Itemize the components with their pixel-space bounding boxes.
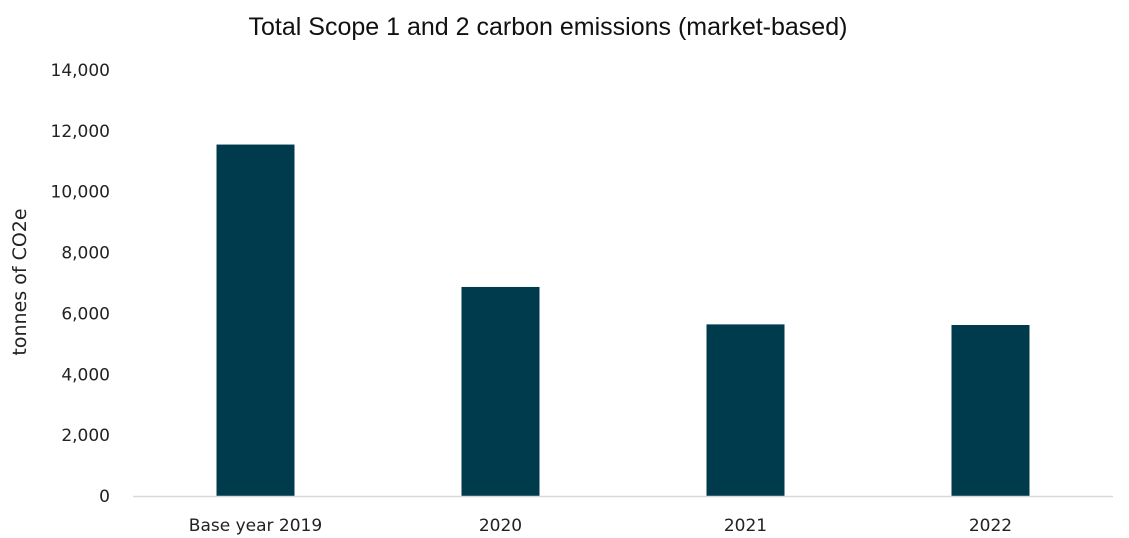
y-tick-label: 8,000: [61, 244, 110, 264]
y-tick-label: 10,000: [51, 183, 110, 203]
y-tick-label: 2,000: [61, 426, 110, 446]
y-tick-label: 6,000: [61, 304, 110, 324]
x-tick-label: 2020: [479, 516, 522, 536]
bar: [951, 324, 1030, 496]
bar: [461, 286, 540, 496]
y-tick-label: 12,000: [51, 122, 110, 142]
bars: [216, 144, 1030, 497]
x-tick-label: Base year 2019: [189, 516, 322, 536]
y-axis-ticks: 0 2,000 4,000 6,000 8,000 10,000 12,000 14,000: [51, 61, 110, 507]
bar: [216, 144, 295, 497]
x-tick-label: 2022: [969, 516, 1012, 536]
x-tick-label: 2021: [724, 516, 767, 536]
chart-title: Total Scope 1 and 2 carbon emissions (ma…: [249, 13, 848, 41]
y-tick-label: 4,000: [61, 365, 110, 385]
bar: [706, 324, 785, 496]
x-axis-ticks: Base year 2019 2020 2021 2022: [189, 516, 1012, 536]
y-tick-label: 0: [99, 487, 110, 507]
y-axis-label: tonnes of CO2e: [9, 208, 31, 355]
y-tick-label: 14,000: [51, 61, 110, 81]
